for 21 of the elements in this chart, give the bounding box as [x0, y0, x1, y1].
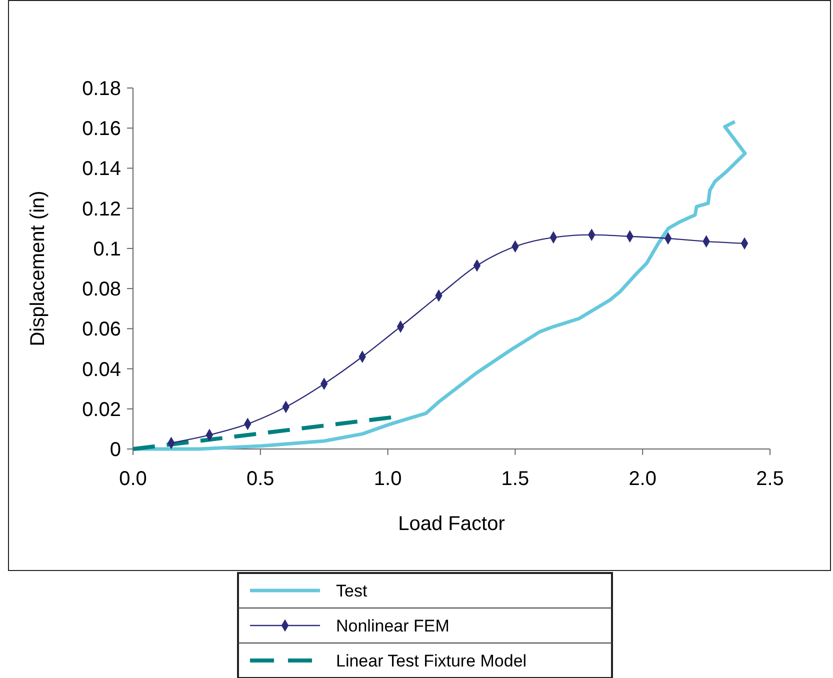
x-tick-label: 0.0 — [119, 468, 147, 490]
y-tick-label: 0.12 — [82, 198, 121, 220]
y-tick-label: 0.02 — [82, 398, 121, 421]
y-tick-label: 0 — [110, 439, 121, 461]
y-tick-label: 0.06 — [82, 318, 121, 341]
y-tick-label: 0.04 — [82, 358, 121, 381]
x-axis-title: Load Factor — [398, 513, 506, 535]
x-tick-label: 1.5 — [501, 468, 530, 490]
y-tick-label: 0.1 — [93, 238, 121, 260]
y-tick-label: 0.18 — [82, 78, 121, 100]
x-tick-label: 2.0 — [628, 468, 657, 490]
x-tick-label: 0.5 — [246, 468, 274, 490]
y-axis-title: Displacement (in) — [27, 190, 49, 346]
legend-label: Linear Test Fixture Model — [336, 651, 527, 670]
x-tick-label: 1.0 — [374, 468, 402, 490]
x-tick-label: 2.5 — [756, 468, 784, 490]
y-tick-label: 0.16 — [82, 118, 121, 140]
legend-label: Test — [336, 581, 368, 600]
y-tick-label: 0.08 — [82, 278, 121, 301]
legend-label: Nonlinear FEM — [336, 616, 450, 636]
y-tick-label: 0.14 — [82, 158, 121, 180]
